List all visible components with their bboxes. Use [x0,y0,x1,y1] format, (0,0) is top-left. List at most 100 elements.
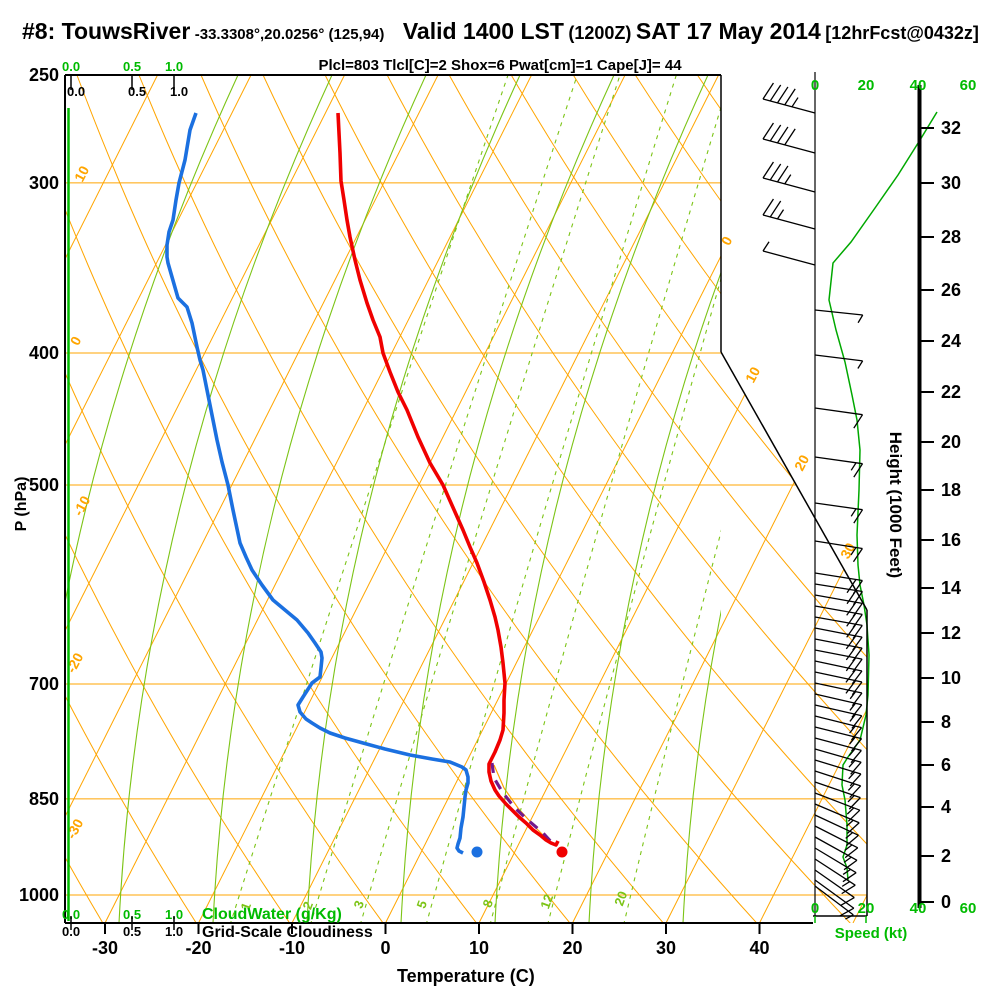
wind-barb [814,847,857,883]
pressure-tick-label: 250 [29,65,59,85]
dry-adiabat [821,75,867,923]
isotherm-label: 30 [837,540,859,561]
height-tick-label: 28 [941,227,961,247]
pressure-tick-labels: 250 300 400 500 700 850 1000 [19,65,59,905]
moist-adiabat [212,75,427,923]
pressure-tick-label: 850 [29,789,59,809]
mixing-ratio-line-8 [489,105,721,923]
temperature-tick-label: 10 [469,938,489,958]
speed-scale-bottom-label: 0 [811,900,819,917]
surface-temperature-dot [556,846,568,858]
height-tick-label: 18 [941,480,961,500]
isotherm--60 [65,75,252,923]
moist-adiabat [65,75,239,606]
wind-barb [814,649,863,673]
isotherm-label: -10 [70,493,94,519]
wind-barb [814,879,855,917]
temperature-tick-label: 20 [562,938,582,958]
isotherm-label: -30 [63,816,87,842]
isotherm-50 [852,75,867,923]
cloudiness-bottom-scale: 0.5 [123,924,141,939]
valid-date: SAT 17 May 2014 [635,18,821,44]
surface-dewpoint-dot [471,846,483,858]
speed-scale-bottom-label: 60 [960,900,977,917]
speed-axis-title: Speed (kt) [834,925,908,942]
isotherm-label: -20 [63,650,87,676]
moist-adiabat [494,75,709,923]
isotherm-30 [665,75,867,923]
cloudiness-top-scale: 0.0 [67,84,85,99]
cloudiness-bottom-scale: 1.0 [165,924,183,939]
valid-zulu: (1200Z) [568,23,632,43]
dry-adiabat [138,75,666,923]
temperature-tick-label: -30 [92,938,118,958]
pressure-tick-label: 1000 [19,885,59,905]
isotherm-label: 10 [71,163,93,184]
moist-adiabat [400,75,615,923]
wind-barb [814,737,862,764]
wind-barb [762,82,816,114]
wind-barb [814,770,862,798]
height-tick-label: 2 [941,846,951,866]
wind-barb [814,715,863,741]
height-tick-label: 6 [941,755,951,775]
isotherm--20 [198,75,626,923]
isotherm-label: 10 [742,364,764,385]
station-name: #8: TouwsRiver [22,18,191,44]
height-tick-label: 4 [941,797,951,817]
speed-scale-top-label: 0 [811,77,819,94]
wind-barb [814,885,854,920]
wind-barb [814,858,856,895]
speed-scale-top-label: 60 [960,77,977,94]
speed-scale-bottom-label: 20 [858,900,875,917]
dry-adiabat [200,75,759,923]
wind-barb [814,759,862,787]
cloudiness-bottom-scale: 0.0 [62,924,80,939]
mixing-ratio-line-2 [310,75,578,923]
station-coords: -33.3308°,20.0256° (125,94) [194,26,385,43]
height-tick-label: 30 [941,173,961,193]
wind-barb [814,726,863,752]
wind-barb [814,671,863,696]
temperature-curve [336,112,560,847]
temperature-tick-label: 30 [656,938,676,958]
isotherm--40 [65,75,439,923]
height-tick-label: 22 [941,382,961,402]
dry-adiabat [262,75,853,923]
pressure-tick-label: 400 [29,343,59,363]
mixing-ratio-label: 8 [479,897,496,909]
dry-adiabat [76,75,572,923]
mixing-ratio-label: 2 [299,899,316,911]
temperature-axis-title: Temperature (C) [397,966,535,986]
cloud-scales: 0.0 0.0 0.0 0.0 0.5 0.5 0.5 0.5 1.0 1.0 1.0 1.0 Clou… [62,59,373,941]
height-tick-label: 14 [941,578,961,598]
wind-barb [814,825,859,859]
mixing-ratio-labels: 1 2 3 5 8 12 20 [237,889,630,912]
wind-barb [814,836,858,871]
dry-adiabat [65,75,385,923]
height-tick-label: 0 [941,892,951,912]
parcel-dry-segment [493,764,553,845]
wind-barb [814,682,863,707]
cloudwater-top-scale: 1.0 [165,59,183,74]
mixing-ratio-line-5 [426,75,677,923]
dewpoint-curve [165,112,470,855]
valid-time: Valid 1400 LST [402,18,564,44]
forecast-tag: [12hrFcst@0432z] [825,23,979,43]
isotherm-40 [759,75,867,923]
wind-barb [814,354,864,369]
wind-barb [814,693,863,718]
pressure-tick-label: 500 [29,475,59,495]
frame-right-diagonal [720,351,868,611]
temperature-tick-label: 40 [749,938,769,958]
cloudiness-label: Grid-Scale Cloudiness [202,924,373,941]
height-tick-label: 24 [941,331,961,351]
wind-barb [814,309,864,324]
temperature-tick-label: -20 [185,938,211,958]
dry-adiabat [510,75,867,923]
pressure-tick-label: 300 [29,173,59,193]
dry-adiabat [448,75,867,923]
